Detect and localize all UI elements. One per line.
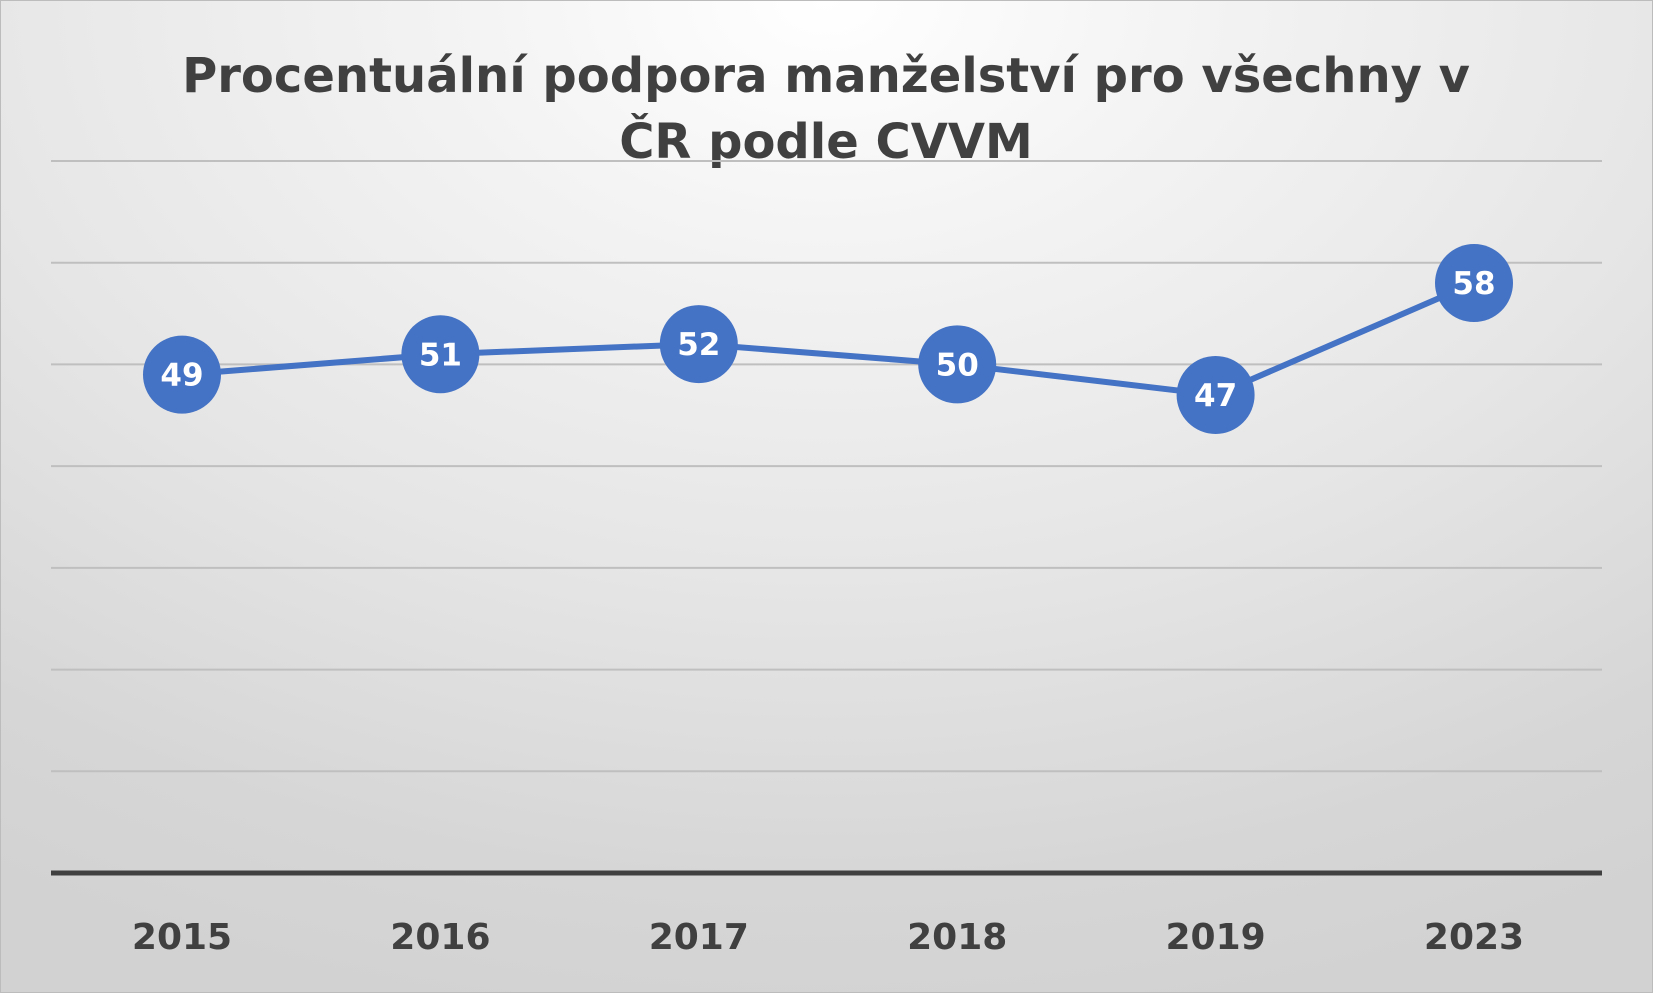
data-label: 49 (160, 358, 203, 394)
x-tick-label: 2019 (1165, 917, 1265, 958)
x-tick-label: 2017 (649, 917, 749, 958)
data-point (1435, 244, 1513, 323)
gridlines (51, 160, 1602, 773)
x-tick-label: 2023 (1424, 917, 1524, 958)
data-label: 50 (936, 347, 979, 383)
data-label: 51 (419, 337, 462, 373)
data-point (1176, 355, 1255, 434)
x-tick-label: 2018 (907, 917, 1007, 958)
data-point (143, 335, 221, 414)
chart-title: Procentuální podpora manželství pro všec… (182, 48, 1470, 170)
series: 49 51 52 50 47 58 (143, 244, 1513, 434)
x-tick-label: 2016 (390, 917, 490, 958)
x-tick-labels: 2015 2016 2017 2018 2019 2023 (132, 917, 1524, 958)
data-point (918, 325, 997, 404)
data-label: 58 (1452, 266, 1495, 302)
x-tick-label: 2015 (132, 917, 232, 958)
data-point (659, 305, 738, 384)
data-label: 52 (677, 327, 720, 363)
data-point (401, 315, 480, 394)
series-line (181, 280, 1476, 398)
data-label: 47 (1194, 378, 1237, 414)
